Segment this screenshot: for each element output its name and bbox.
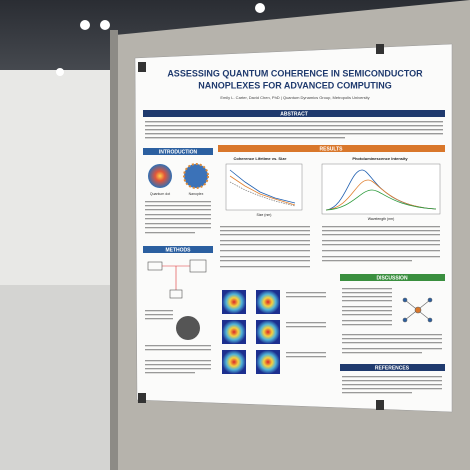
booth-wall (0, 70, 120, 300)
section-bar (340, 364, 445, 371)
section-header: DISCUSSION (376, 275, 408, 281)
counter (0, 285, 120, 470)
methods-text (145, 310, 211, 374)
heatmaps (222, 290, 280, 374)
title: ASSESSING QUANTUM COHERENCE IN SEMICONDU… (167, 68, 423, 78)
quantum-dot-image (148, 164, 172, 188)
light (56, 68, 64, 76)
nanoplex-image (183, 163, 209, 189)
caption: Quantum dot (150, 192, 170, 196)
section-header: ABSTRACT (280, 111, 308, 117)
figure-title: Photoluminescence Intensity (352, 156, 408, 161)
section-bar (143, 148, 213, 155)
references-text (342, 376, 442, 394)
figure-2 (321, 163, 441, 215)
clip (138, 62, 146, 72)
discussion-text (342, 288, 442, 354)
section-bar (340, 274, 445, 281)
section-header: REFERENCES (375, 365, 410, 371)
abstract-text (145, 121, 443, 139)
clip (376, 44, 384, 54)
intro-text (145, 201, 211, 234)
molecule-diagram (402, 297, 433, 323)
setup-diagram (147, 259, 207, 299)
section-bar (143, 110, 445, 117)
axis-label: Wavelength (nm) (368, 217, 395, 221)
section-bar (143, 246, 213, 253)
authors: Emily L. Carter, David Chen, PhD | Quant… (220, 95, 369, 100)
microscopy-image (176, 316, 200, 340)
figure-1 (225, 163, 303, 211)
clip (138, 393, 146, 403)
axis-label: Size (nm) (257, 213, 272, 217)
results-text (286, 292, 326, 358)
board-frame (110, 30, 118, 470)
caption: Nanoplex (189, 192, 204, 196)
section-header: INTRODUCTION (159, 149, 198, 155)
light (255, 3, 265, 13)
results-text (220, 226, 440, 268)
light (100, 20, 110, 30)
section-header: METHODS (166, 247, 192, 253)
light (80, 20, 90, 30)
section-header: RESULTS (320, 146, 344, 152)
figure-title: Coherence Lifetime vs. Size (234, 156, 288, 161)
section-bar (218, 145, 445, 152)
title: NANOPLEXES FOR ADVANCED COMPUTING (198, 80, 392, 90)
clip (376, 400, 384, 410)
